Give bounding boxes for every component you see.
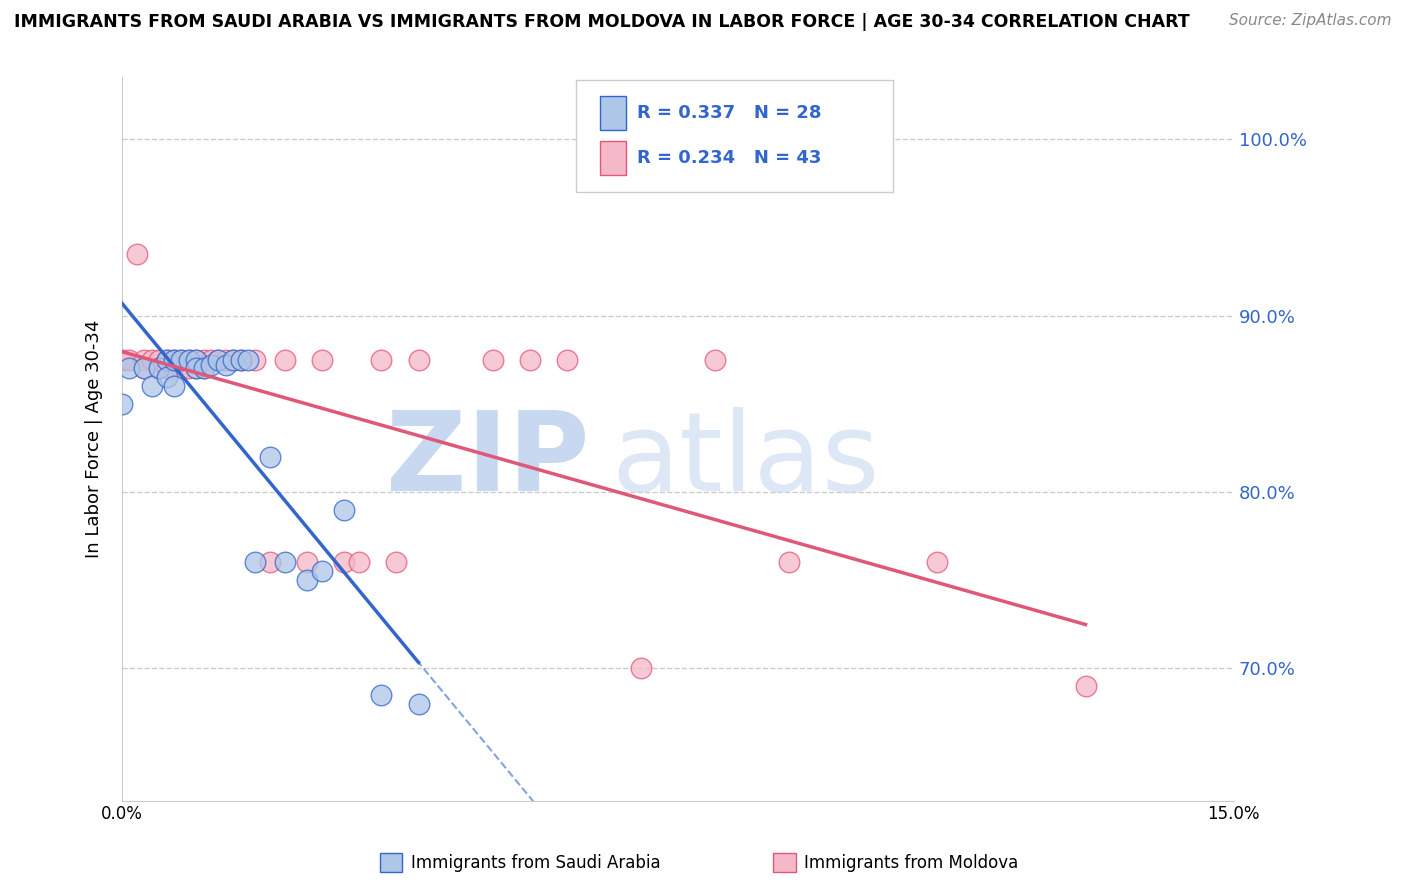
Point (193, 361, 215, 376)
Point (259, 450, 281, 464)
Point (155, 370, 177, 384)
Point (630, 661, 652, 675)
Text: Source: ZipAtlas.com: Source: ZipAtlas.com (1229, 13, 1392, 29)
Point (186, 361, 208, 376)
Point (163, 352, 186, 367)
Point (186, 361, 208, 376)
Point (177, 352, 200, 367)
Point (229, 352, 252, 367)
Point (148, 361, 170, 376)
Point (118, 352, 141, 367)
Text: Immigrants from Saudi Arabia: Immigrants from Saudi Arabia (411, 854, 661, 871)
Point (1074, 679, 1097, 693)
Point (163, 352, 186, 367)
Point (236, 352, 259, 367)
Point (333, 556, 356, 570)
Point (200, 358, 222, 372)
Point (200, 352, 222, 367)
Point (481, 352, 503, 367)
Point (704, 352, 727, 367)
Point (245, 556, 267, 570)
Point (259, 556, 281, 570)
Point (519, 352, 541, 367)
Point (163, 379, 186, 393)
Point (222, 352, 245, 367)
Point (297, 556, 319, 570)
Point (347, 556, 370, 570)
Point (229, 352, 252, 367)
Point (370, 688, 392, 702)
Point (155, 352, 177, 367)
Text: Immigrants from Moldova: Immigrants from Moldova (804, 854, 1018, 871)
Point (274, 556, 297, 570)
Point (385, 556, 408, 570)
Point (778, 556, 800, 570)
Point (134, 352, 156, 367)
Point (141, 352, 163, 367)
Point (186, 352, 208, 367)
Point (207, 352, 229, 367)
Point (193, 352, 215, 367)
Point (134, 361, 156, 376)
Point (207, 352, 229, 367)
Point (311, 564, 333, 578)
Point (118, 361, 141, 376)
Point (927, 556, 949, 570)
Point (193, 361, 215, 376)
Point (111, 397, 134, 411)
Point (333, 502, 356, 516)
Point (134, 361, 156, 376)
Point (274, 352, 297, 367)
Point (215, 352, 238, 367)
Point (186, 352, 208, 367)
Point (155, 361, 177, 376)
Point (141, 379, 163, 393)
Point (148, 352, 170, 367)
Point (408, 697, 430, 711)
Point (222, 352, 245, 367)
Point (245, 352, 267, 367)
Point (555, 352, 578, 367)
Point (408, 352, 430, 367)
Point (215, 358, 238, 372)
Point (111, 352, 134, 367)
Point (163, 361, 186, 376)
Text: ZIP: ZIP (385, 408, 589, 514)
Point (297, 573, 319, 587)
Text: IMMIGRANTS FROM SAUDI ARABIA VS IMMIGRANTS FROM MOLDOVA IN LABOR FORCE | AGE 30-: IMMIGRANTS FROM SAUDI ARABIA VS IMMIGRAN… (14, 13, 1189, 31)
Point (170, 352, 193, 367)
Point (170, 361, 193, 376)
Point (155, 352, 177, 367)
Point (370, 352, 392, 367)
Point (177, 352, 200, 367)
Text: R = 0.234   N = 43: R = 0.234 N = 43 (637, 149, 821, 167)
Text: R = 0.337   N = 28: R = 0.337 N = 28 (637, 104, 821, 122)
Point (148, 361, 170, 376)
Point (125, 247, 148, 261)
Point (177, 361, 200, 376)
Y-axis label: In Labor Force | Age 30-34: In Labor Force | Age 30-34 (86, 320, 103, 558)
Point (170, 352, 193, 367)
Point (311, 352, 333, 367)
Text: atlas: atlas (612, 408, 880, 514)
